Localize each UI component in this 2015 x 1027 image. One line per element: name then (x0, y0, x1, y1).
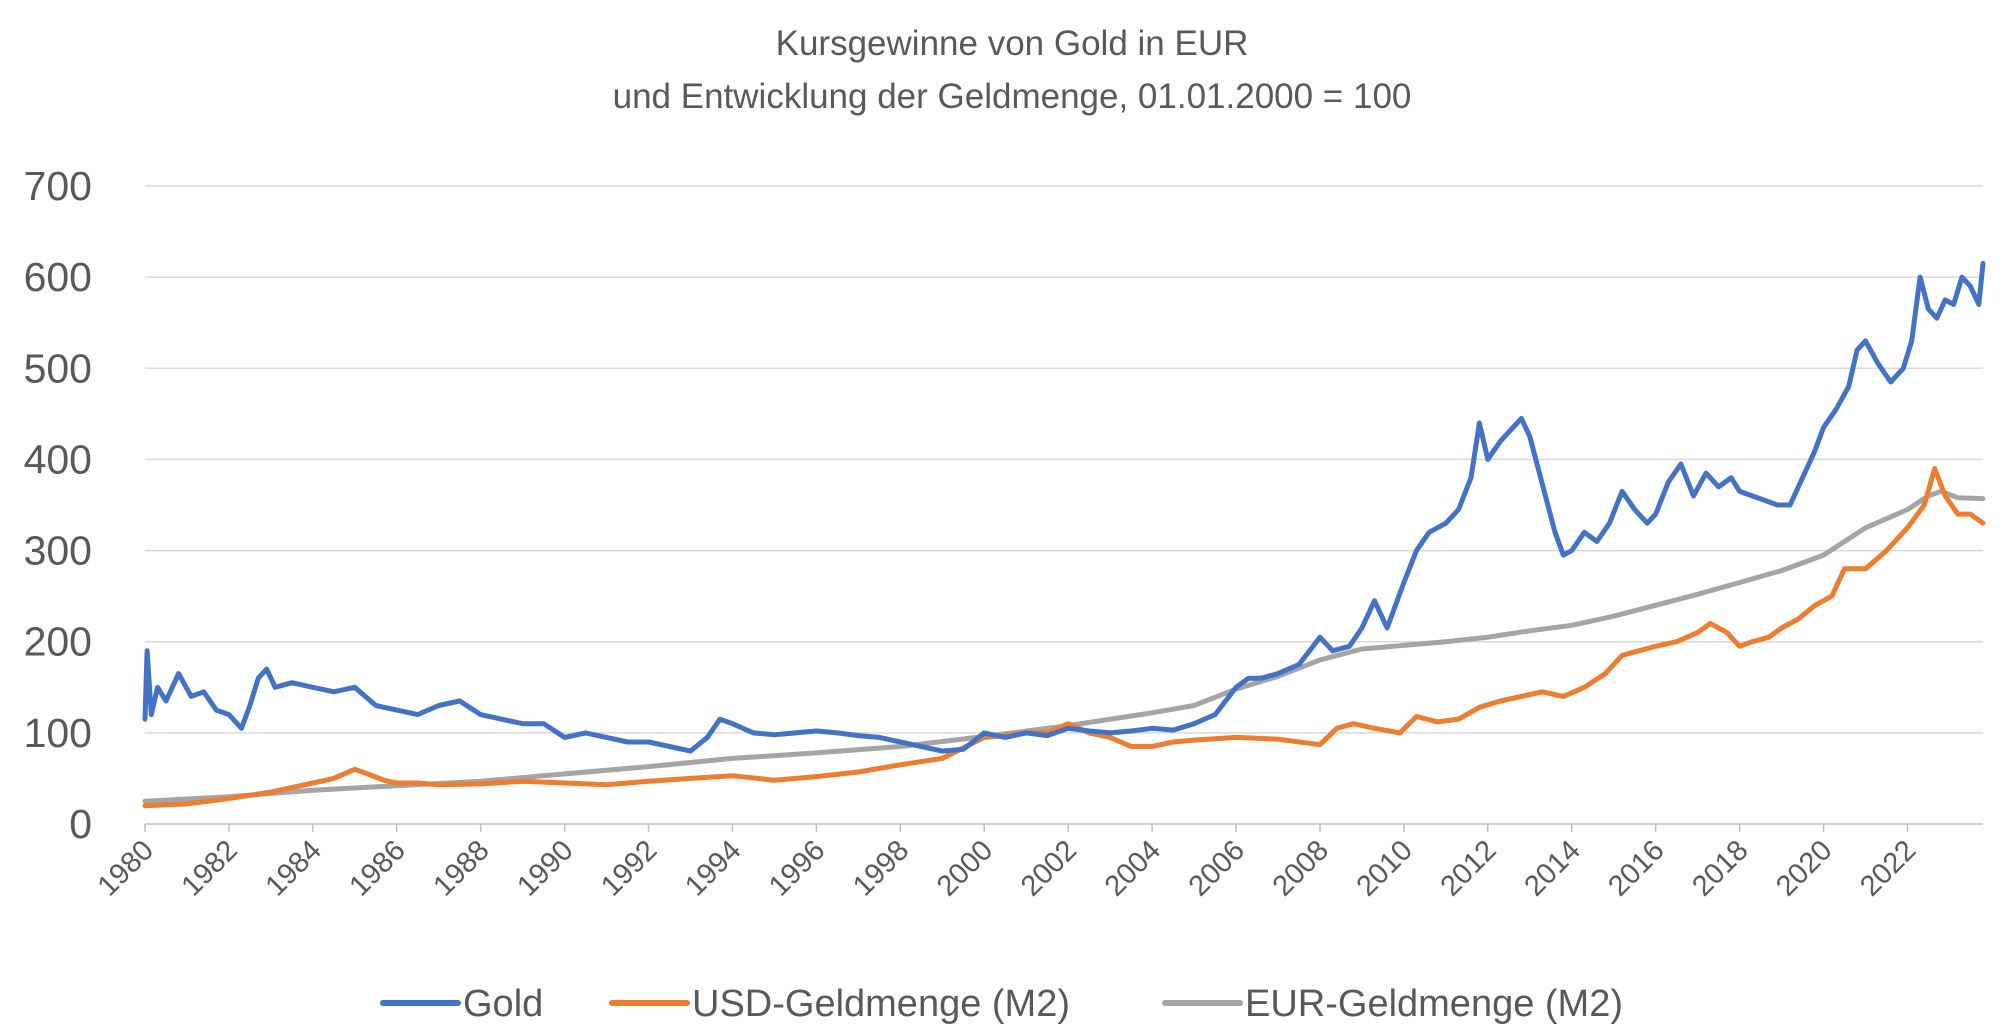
y-tick-label: 200 (24, 619, 92, 665)
series-line-eur-geldmenge-m2 (142, 488, 1986, 804)
y-tick-label: 700 (24, 163, 92, 209)
y-tick-label: 500 (24, 345, 92, 391)
x-tick-label: 1996 (763, 834, 831, 902)
x-tick-label: 2004 (1099, 834, 1167, 902)
x-tick-label: 2000 (931, 834, 999, 902)
x-tick-label: 2020 (1770, 834, 1838, 902)
legend: Gold USD-Geldmenge (M2) EUR-Geldmenge (M2) (380, 983, 1623, 1025)
legend-label: Gold (463, 983, 543, 1025)
series-lines (142, 261, 1986, 809)
x-tick-label: 2006 (1183, 834, 1251, 902)
y-tick-label: 300 (24, 528, 92, 574)
legend-label: EUR-Geldmenge (M2) (1245, 983, 1623, 1025)
series-line-gold (142, 261, 1986, 754)
x-tick-label: 2018 (1686, 834, 1754, 902)
x-tick-label: 1988 (427, 834, 495, 902)
x-tick-label: 2002 (1015, 834, 1083, 902)
x-axis-tick-labels: 1980 1982 1984 1986 1988 1990 1992 1994 1996 1998… (92, 824, 1922, 903)
x-tick-label: 1982 (176, 834, 244, 902)
x-tick-label: 2022 (1854, 834, 1922, 902)
x-tick-label: 1998 (847, 834, 915, 902)
series-line-usd-geldmenge-m2 (142, 466, 1986, 809)
chart-subtitle: und Entwicklung der Geldmenge, 01.01.200… (613, 77, 1412, 116)
x-tick-label: 2014 (1518, 834, 1586, 902)
x-tick-label: 2010 (1351, 834, 1419, 902)
x-tick-label: 1992 (595, 834, 663, 902)
x-tick-label: 1986 (343, 834, 411, 902)
y-tick-label: 400 (24, 436, 92, 482)
legend-label: USD-Geldmenge (M2) (692, 983, 1070, 1025)
x-tick-label: 1994 (679, 834, 747, 902)
x-tick-label: 2012 (1435, 834, 1503, 902)
y-axis-tick-labels: 0 100 200 300 400 500 600 700 (24, 163, 92, 847)
x-tick-label: 2008 (1267, 834, 1335, 902)
x-tick-label: 2016 (1602, 834, 1670, 902)
grid-lines (145, 185, 1983, 734)
y-tick-label: 0 (69, 801, 92, 847)
x-tick-label: 1990 (511, 834, 579, 902)
chart-title: Kursgewinne von Gold in EUR (776, 24, 1249, 63)
x-tick-label: 1980 (92, 834, 160, 902)
y-tick-label: 100 (24, 710, 92, 756)
x-tick-label: 1984 (260, 834, 328, 902)
y-tick-label: 600 (24, 254, 92, 300)
